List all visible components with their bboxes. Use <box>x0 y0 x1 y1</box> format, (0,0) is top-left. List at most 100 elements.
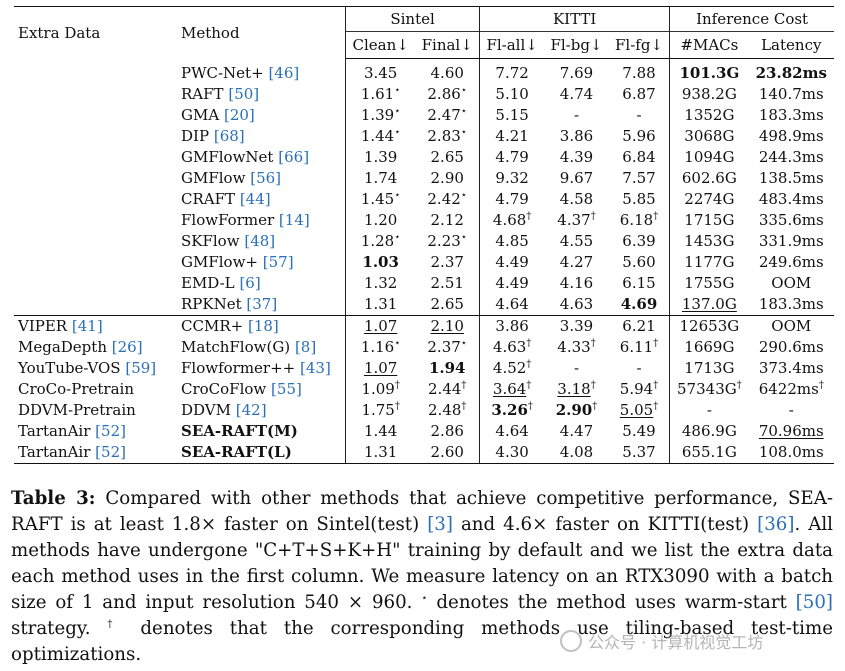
extra-data-citation[interactable]: 26 <box>117 338 137 356</box>
cell-value: - <box>573 359 580 377</box>
extra-data-citation[interactable]: 52 <box>101 443 121 461</box>
cell-clean: 1.61⋆ <box>346 84 416 105</box>
cell-latency: 249.6ms <box>749 252 834 273</box>
cell-clean: 1.28⋆ <box>346 231 416 252</box>
method-citation[interactable]: 18 <box>253 317 273 335</box>
cell-fl-fg: 7.57 <box>608 168 671 189</box>
cell-value: 1669G <box>684 338 735 356</box>
cell-value: OOM <box>771 317 812 335</box>
cell-value: 498.9ms <box>758 127 824 145</box>
method-citation[interactable]: 56 <box>256 169 276 187</box>
cell-value: 12653G <box>679 317 740 335</box>
caption-ref-kitti[interactable]: [36] <box>757 514 795 535</box>
cell-method: Flowformer++ [43] <box>177 358 346 379</box>
method-citation[interactable]: 6 <box>245 274 255 292</box>
method-name: SKFlow <box>181 232 240 250</box>
cell-value: 2.60 <box>430 443 464 461</box>
cell-value: 331.9ms <box>758 232 824 250</box>
cell-final: 2.23⋆ <box>415 231 481 252</box>
cell-final: 1.94 <box>415 358 481 379</box>
cell-marker: ⋆ <box>394 190 401 201</box>
method-citation[interactable]: 55 <box>276 380 296 398</box>
cell-fl-bg: 4.16 <box>544 273 609 294</box>
table-group-baselines: PWC-Net+ [46] 3.45 4.60 7.72 7.69 7.88 101.3G 2… <box>14 58 834 316</box>
cell-latency: 183.3ms <box>749 294 834 316</box>
cell-fl-all: 5.10 <box>480 84 545 105</box>
table-row: SKFlow [48] 1.28⋆ 2.23⋆ 4.85 4.55 6.39 1453G 33… <box>14 231 834 252</box>
cell-value: 6.87 <box>622 85 656 103</box>
cell-value: 1.75 <box>361 401 395 419</box>
cell-macs: 1177G <box>670 252 749 273</box>
cell-latency: - <box>749 400 834 421</box>
cell-clean: 1.07 <box>346 358 416 379</box>
cell-marker: † <box>818 380 824 391</box>
extra-data-citation[interactable]: 41 <box>77 317 97 335</box>
cell-extra-data: DDVM-Pretrain <box>14 400 177 421</box>
method-citation[interactable]: 44 <box>245 190 265 208</box>
caption-ref-sintel[interactable]: [3] <box>427 514 453 535</box>
cell-marker: ⋆ <box>394 85 401 96</box>
method-citation[interactable]: 14 <box>284 211 304 229</box>
method-citation[interactable]: 57 <box>268 253 288 271</box>
cell-value: 1352G <box>684 106 735 124</box>
method-citation[interactable]: 43 <box>305 359 325 377</box>
cell-value: 108.0ms <box>758 443 824 461</box>
cell-latency: 331.9ms <box>749 231 834 252</box>
cell-latency: OOM <box>749 273 834 294</box>
header-col-fl-fg: Fl-fg↓ <box>608 31 671 59</box>
header-method: Method <box>177 6 346 59</box>
cell-fl-fg: 6.11† <box>608 337 671 358</box>
header-group-inference: Inference Cost <box>669 6 834 32</box>
extra-data-citation[interactable]: 59 <box>131 359 151 377</box>
cell-method: CCMR+ [18] <box>177 315 346 337</box>
cell-method: CRAFT [44] <box>177 189 346 210</box>
method-citation[interactable]: 68 <box>219 127 239 145</box>
cell-value: 1.28 <box>360 232 395 250</box>
method-citation[interactable]: 8 <box>300 338 311 356</box>
cell-marker: † <box>592 401 598 412</box>
cell-value: 5.49 <box>622 422 656 440</box>
cell-value: 3068G <box>684 127 735 145</box>
cell-value: 3.45 <box>363 64 398 82</box>
method-citation[interactable]: 46 <box>274 63 294 82</box>
group-label-kitti: KITTI <box>552 10 597 28</box>
cell-marker: ⋆ <box>394 127 401 138</box>
cell-value: - <box>636 106 642 124</box>
method-citation[interactable]: 50 <box>234 85 254 103</box>
cell-marker: † <box>394 401 400 412</box>
cell-value: 1.09 <box>361 380 395 398</box>
cell-value: 2.12 <box>430 211 464 229</box>
method-citation[interactable]: 48 <box>250 232 270 250</box>
method-name: MatchFlow(G) <box>181 338 291 356</box>
cell-marker: ⋆ <box>394 232 401 243</box>
extra-data-citation[interactable]: 52 <box>101 422 121 440</box>
cell-value: 9.32 <box>495 169 529 187</box>
header-extra-data: Extra Data <box>14 6 177 59</box>
cell-final: 2.90 <box>415 168 481 189</box>
cell-method: SKFlow [48] <box>177 231 346 252</box>
cell-value: 5.94 <box>619 380 654 398</box>
method-citation[interactable]: 37 <box>252 295 272 313</box>
method-citation[interactable]: 42 <box>241 401 261 419</box>
cell-marker: ⋆ <box>460 127 468 138</box>
cell-value: 335.6ms <box>758 211 824 229</box>
method-citation[interactable]: 66 <box>284 148 304 166</box>
table-row: GMFlow [56] 1.74 2.90 9.32 9.67 7.57 602.6G 138… <box>14 168 834 189</box>
extra-data-name: CroCo-Pretrain <box>18 380 134 398</box>
cell-value: 183.3ms <box>758 295 824 313</box>
cell-fl-bg: 4.47 <box>544 421 609 442</box>
method-citation[interactable]: 20 <box>229 106 249 124</box>
method-name: RPKNet <box>181 295 242 313</box>
method-name: SEA-RAFT(M) <box>181 422 298 440</box>
caption-ref-raft[interactable]: [50] <box>795 592 834 613</box>
method-name: SEA-RAFT(L) <box>181 443 292 461</box>
cell-extra-data <box>14 294 177 316</box>
cell-value: 938.2G <box>681 85 737 103</box>
caption-text-3: . All methods have undergone "C+T+S+K+H"… <box>11 514 833 613</box>
cell-value: 1453G <box>684 232 735 250</box>
cell-fl-fg: - <box>608 358 671 379</box>
cell-marker: ⋆ <box>394 106 401 117</box>
cell-value: 4.33 <box>557 338 591 356</box>
cell-fl-bg: 9.67 <box>544 168 609 189</box>
extra-data-name: TartanAir <box>18 443 91 461</box>
